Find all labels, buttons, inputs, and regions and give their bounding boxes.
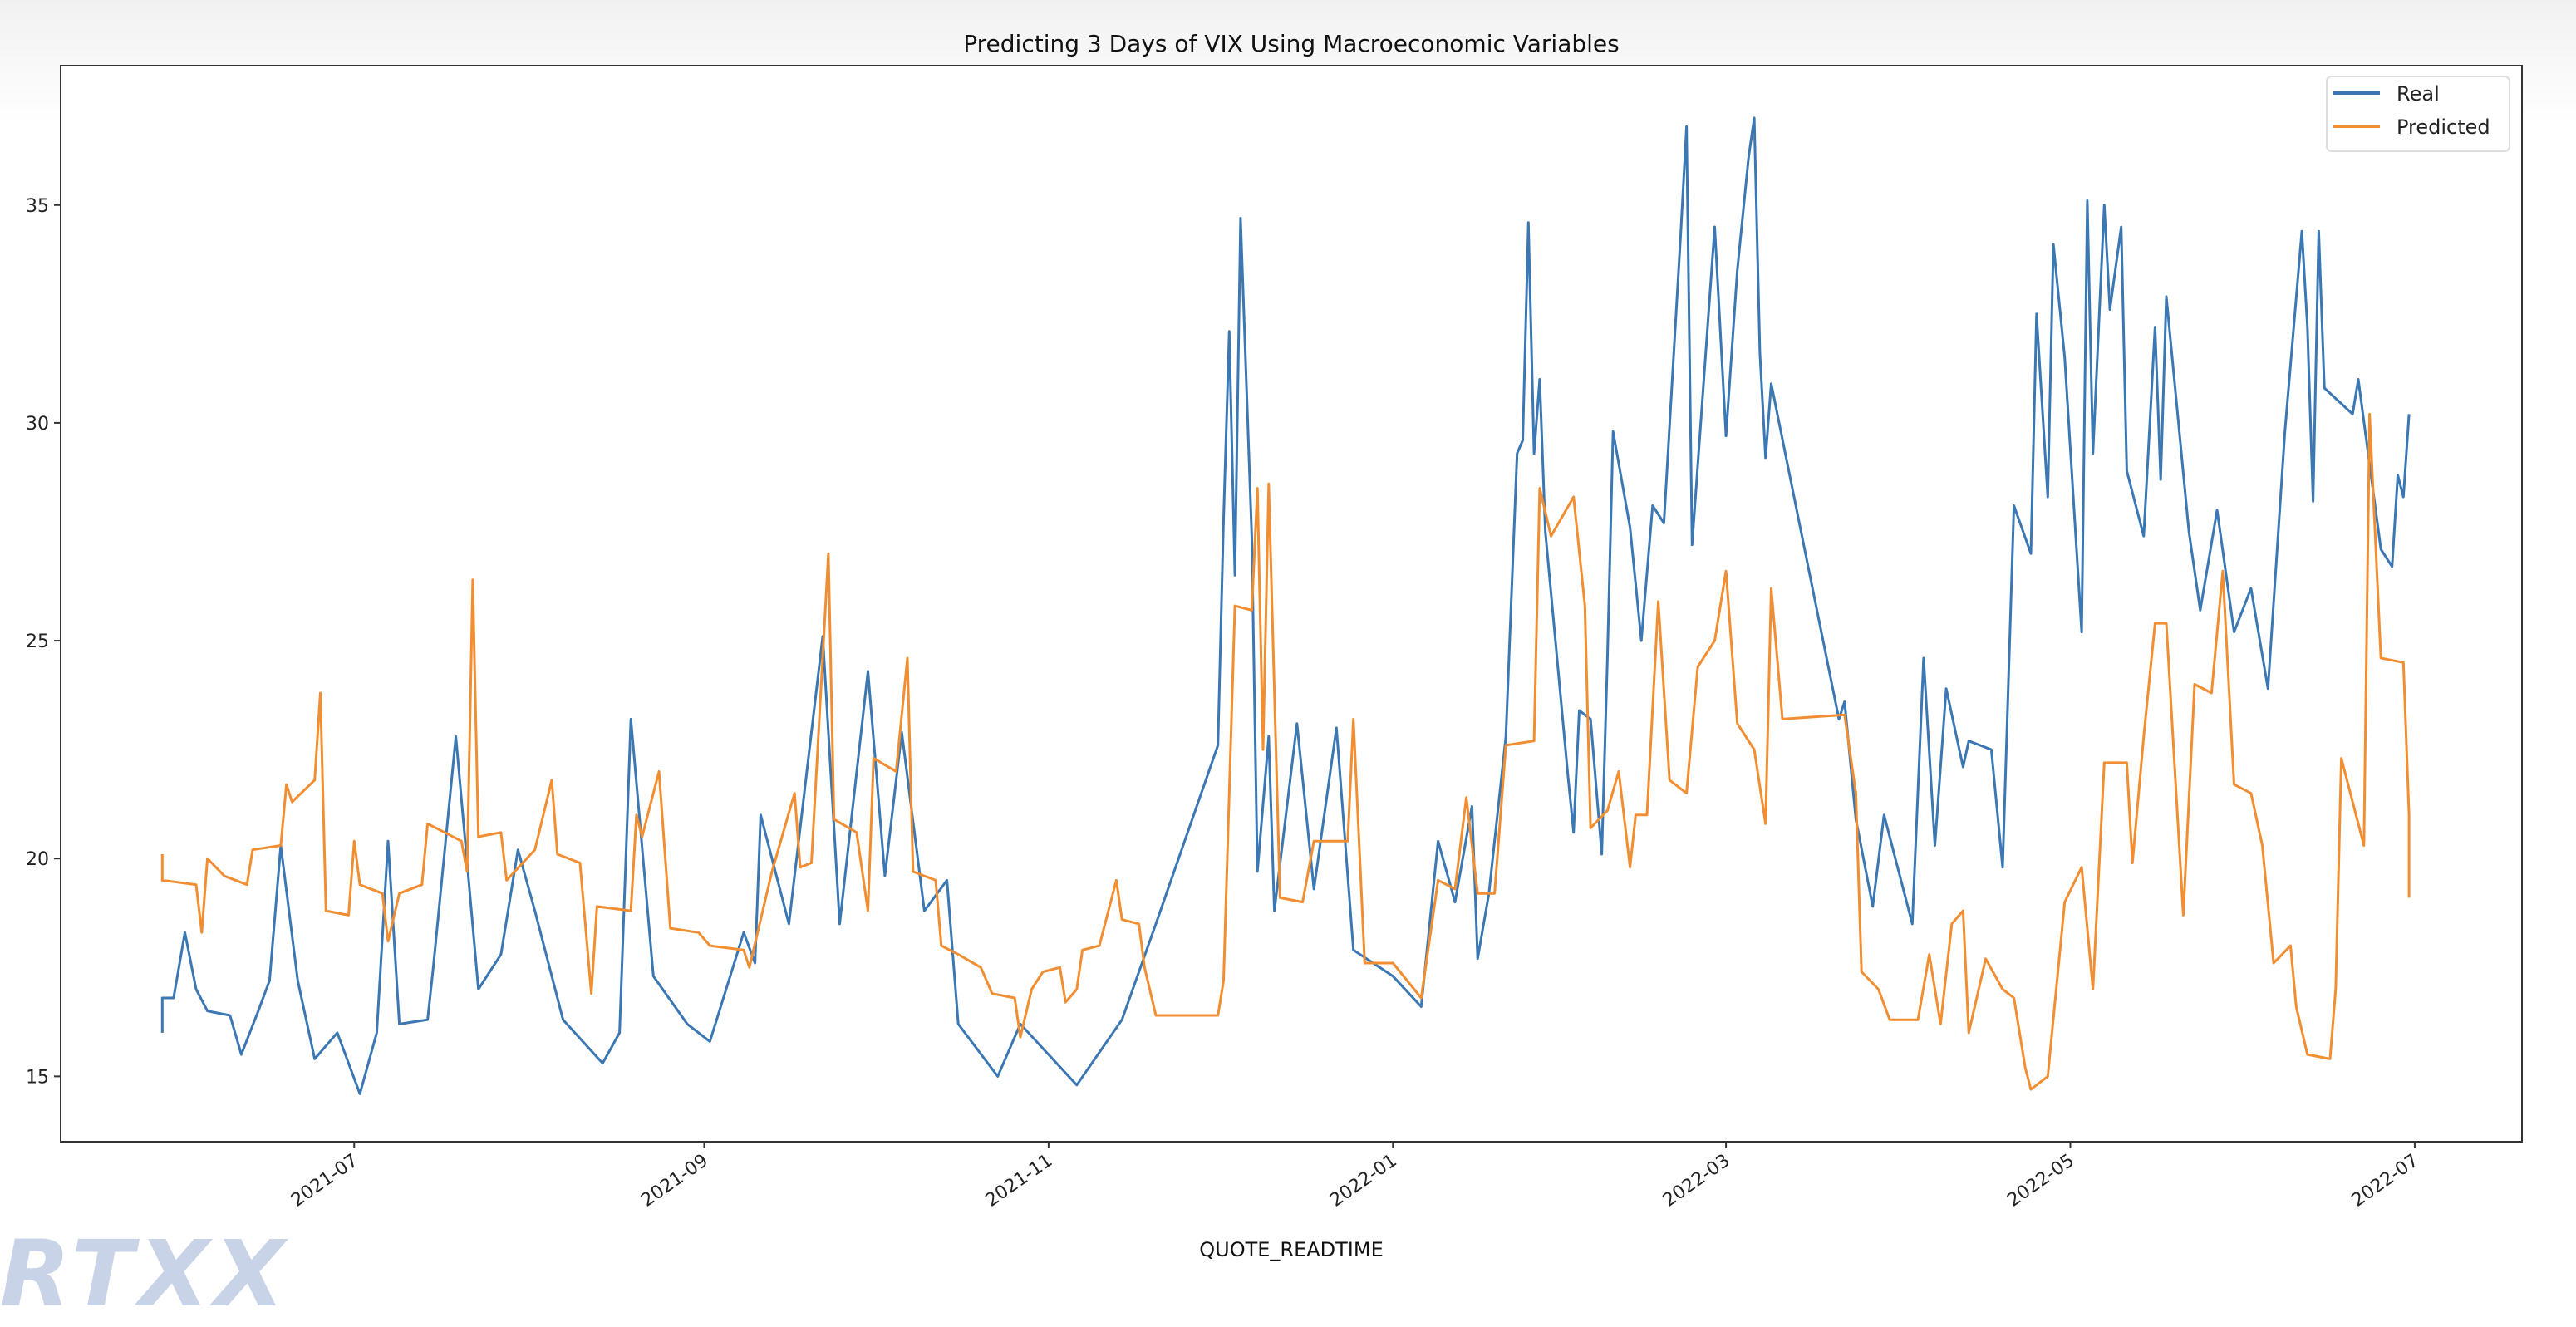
plot-area: [60, 65, 2523, 1143]
series-line-predicted: [160, 412, 2411, 1091]
x-tick-label: 2021-09: [637, 1150, 712, 1211]
legend: Real Predicted: [2326, 76, 2510, 152]
vix-line-chart: Predicting 3 Days of VIX Using Macroecon…: [26, 30, 2523, 1261]
legend-label-predicted: Predicted: [2397, 115, 2490, 139]
x-tick-label: 2021-07: [288, 1150, 362, 1211]
y-tick-label: 30: [26, 414, 49, 435]
x-tick-label: 2022-03: [1659, 1150, 1734, 1211]
y-tick-label: 20: [26, 849, 49, 870]
x-tick-label: 2021-11: [982, 1150, 1057, 1211]
watermark-logo: RTXX: [0, 1221, 290, 1327]
series-line-real: [160, 116, 2411, 1095]
y-axis: 15 20 25 30 35: [26, 196, 61, 1088]
series-lines: [160, 116, 2411, 1095]
chart-title: Predicting 3 Days of VIX Using Macroecon…: [963, 30, 1619, 57]
y-tick-label: 15: [26, 1067, 49, 1088]
x-tick-label: 2022-05: [2003, 1150, 2078, 1211]
x-tick-label: 2022-07: [2348, 1150, 2423, 1211]
y-tick-label: 25: [26, 632, 49, 652]
x-tick-label: 2022-01: [1326, 1150, 1401, 1211]
x-axis-label: QUOTE_READTIME: [1199, 1238, 1384, 1261]
y-tick-label: 35: [26, 196, 49, 217]
legend-box: [2326, 76, 2510, 152]
x-axis: 2021-07 2021-09 2021-11 2022-01 2022-03 2022-…: [288, 1142, 2422, 1212]
legend-label-real: Real: [2397, 82, 2440, 106]
